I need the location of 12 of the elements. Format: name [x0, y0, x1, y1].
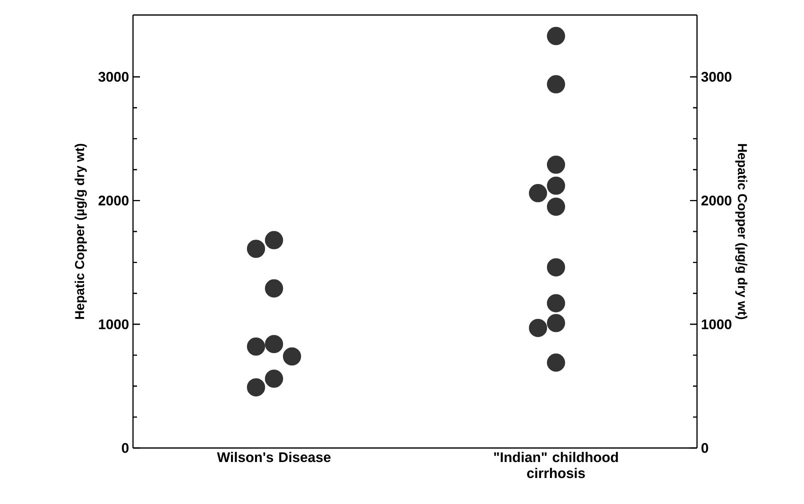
- y-tick-label: 1000: [98, 319, 129, 330]
- y2-tick-label: 0: [701, 443, 708, 453]
- y-tick-label: 2000: [98, 196, 129, 206]
- y-axis-title: Hepatic Copper (µg/g dry wt): [74, 144, 87, 319]
- y2-axis-title: Hepatic Copper (µg/g dry wt): [735, 144, 748, 320]
- y2-tick-label: 2000: [701, 196, 732, 206]
- x-tick-label: Wilson's Disease: [217, 452, 331, 462]
- x-tick-label: "Indian" childhood cirrhosis: [494, 452, 618, 478]
- y-tick-label: 3000: [98, 72, 129, 82]
- y-tick-label: 0: [122, 443, 129, 453]
- y2-tick-label: 1000: [702, 319, 732, 330]
- y2-tick-label: 3000: [701, 72, 732, 82]
